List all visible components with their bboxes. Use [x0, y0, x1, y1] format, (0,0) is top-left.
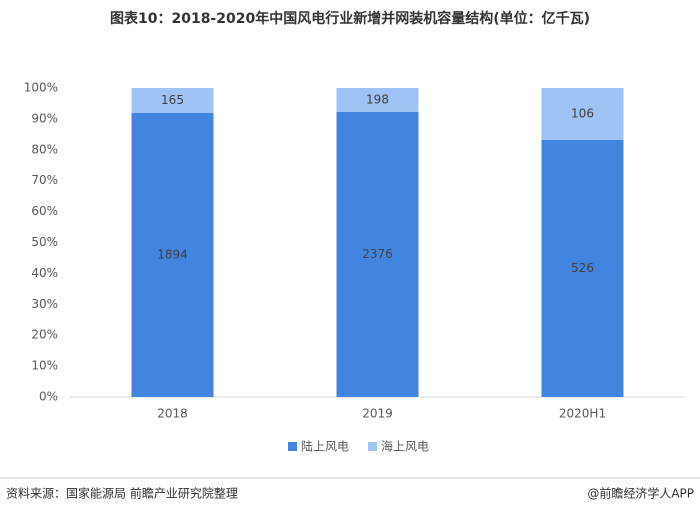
x-tick-label: 2019 — [362, 407, 393, 421]
chart-title: 图表10：2018-2020年中国风电行业新增并网装机容量结构(单位：亿千瓦) — [110, 10, 590, 27]
data-label: 165 — [161, 93, 184, 107]
source-note: 资料来源：国家能源局 前瞻产业研究院整理 — [6, 486, 238, 501]
y-tick-label: 40% — [31, 266, 58, 280]
data-label: 106 — [571, 106, 594, 120]
bar-segment — [541, 88, 624, 140]
data-label: 1894 — [157, 247, 188, 261]
y-tick-label: 50% — [31, 235, 58, 249]
credit: @前瞻经济学人APP — [587, 486, 694, 501]
y-tick-label: 70% — [31, 173, 58, 187]
y-tick-label: 30% — [31, 297, 58, 311]
y-tick-label: 10% — [31, 359, 58, 373]
y-tick-label: 0% — [39, 390, 58, 404]
y-tick-label: 90% — [31, 111, 58, 125]
bar-segment — [336, 88, 419, 112]
x-tick-label: 2018 — [157, 407, 188, 421]
y-tick-label: 80% — [31, 142, 58, 156]
bar-segment — [131, 112, 214, 397]
y-tick-label: 100% — [24, 81, 58, 95]
legend-swatch — [368, 442, 377, 451]
y-tick-label: 60% — [31, 204, 58, 218]
y-tick-label: 20% — [31, 328, 58, 342]
bar-segment — [336, 111, 419, 398]
legend-label: 陆上风电 — [301, 439, 349, 454]
bar-segment — [131, 88, 214, 113]
data-label: 526 — [571, 261, 594, 275]
bar-segment — [541, 139, 624, 398]
data-label: 198 — [366, 92, 389, 106]
x-tick-label: 2020H1 — [559, 407, 606, 421]
legend-label: 海上风电 — [381, 439, 429, 454]
data-label: 2376 — [362, 247, 393, 261]
legend-swatch — [288, 442, 297, 451]
